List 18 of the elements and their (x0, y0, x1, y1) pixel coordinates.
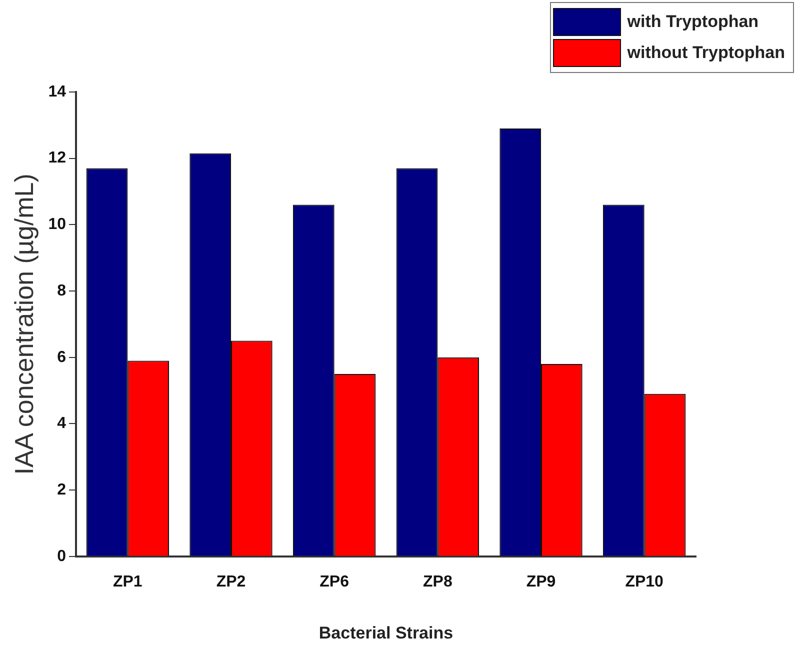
y-tick-label: 6 (57, 348, 66, 366)
legend-label: without Tryptophan (627, 43, 785, 63)
y-tick-label: 8 (57, 282, 66, 300)
y-tick-label: 2 (57, 481, 66, 498)
x-axis-title: Bacterial Strains (318, 623, 454, 642)
x-tick-label: ZP6 (320, 573, 350, 590)
y-tick-label: 14 (48, 83, 66, 100)
y-tick-label: 0 (57, 548, 66, 565)
y-tick-label: 10 (48, 216, 66, 234)
x-tick-label: ZP9 (526, 573, 556, 590)
y-axis-title: IAA concentration (µg/mL) (8, 174, 39, 475)
x-tick-label: ZP2 (216, 573, 246, 590)
x-tick-label: ZP1 (112, 573, 142, 590)
x-tick-label: ZP8 (422, 573, 452, 590)
legend-label: with Tryptophan (627, 12, 759, 32)
y-tick-label: 12 (48, 150, 66, 167)
x-tick-label: ZP10 (625, 573, 664, 590)
y-tick-label: 4 (57, 415, 66, 432)
